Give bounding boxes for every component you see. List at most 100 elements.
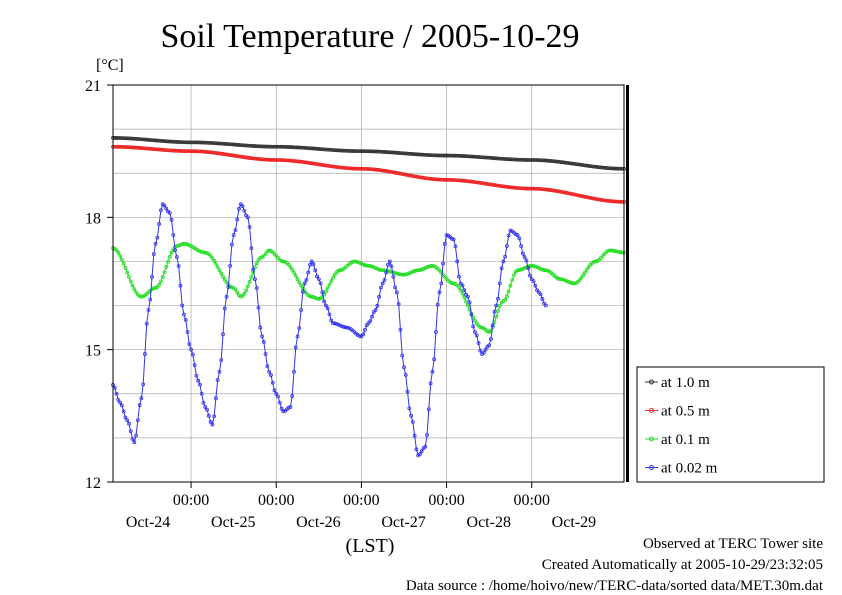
- data-point: [327, 282, 332, 287]
- data-point: [432, 177, 437, 182]
- data-point: [504, 184, 509, 189]
- data-point: [309, 294, 314, 299]
- data-point: [260, 144, 264, 149]
- data-point: [146, 137, 151, 142]
- data-point: [455, 153, 460, 158]
- data-point: [318, 147, 323, 151]
- data-point: [221, 274, 225, 279]
- data-point: [198, 149, 202, 154]
- series-at-0-5-m: [111, 144, 626, 204]
- data-point: [215, 151, 220, 156]
- data-point: [538, 292, 543, 297]
- data-point: [430, 177, 435, 181]
- data-point: [418, 268, 422, 272]
- data-point: [533, 158, 538, 162]
- data-point: [206, 413, 211, 418]
- data-point: [520, 157, 525, 162]
- data-point: [320, 294, 325, 299]
- data-point: [286, 405, 291, 410]
- data-point: [435, 302, 440, 307]
- data-point: [231, 142, 236, 147]
- data-point: [185, 140, 190, 145]
- data-point: [238, 143, 243, 147]
- data-point: [143, 137, 147, 142]
- data-point: [253, 144, 257, 148]
- data-point: [363, 149, 367, 154]
- y-tick-label: 18: [85, 210, 101, 227]
- data-point: [121, 145, 126, 149]
- data-point: [238, 154, 243, 159]
- data-point: [606, 166, 610, 171]
- data-point: [261, 157, 266, 162]
- data-point: [529, 158, 534, 162]
- data-point: [157, 147, 162, 152]
- data-point: [123, 145, 128, 149]
- data-point: [394, 290, 399, 295]
- data-point: [423, 266, 428, 270]
- data-point: [599, 165, 603, 170]
- data-point: [336, 148, 341, 153]
- data-point: [315, 146, 319, 151]
- data-point: [567, 161, 571, 166]
- data-point: [361, 332, 366, 337]
- data-point: [465, 303, 470, 308]
- legend-swatch-marker: [649, 465, 654, 470]
- data-point: [499, 266, 504, 271]
- data-point: [583, 270, 587, 275]
- data-point: [446, 177, 451, 182]
- data-point: [460, 283, 465, 288]
- data-point: [118, 253, 122, 258]
- data-point: [418, 152, 422, 157]
- data-point: [308, 146, 312, 151]
- data-point: [127, 145, 131, 150]
- data-point: [453, 153, 458, 158]
- data-point: [471, 324, 476, 329]
- data-point: [185, 330, 190, 334]
- data-point: [127, 275, 131, 279]
- data-point: [245, 155, 250, 160]
- data-point: [245, 284, 250, 289]
- data-point: [451, 178, 456, 182]
- data-point: [135, 137, 140, 141]
- data-point: [522, 158, 527, 162]
- data-point: [119, 257, 124, 262]
- data-point: [426, 176, 431, 181]
- data-point: [561, 160, 566, 165]
- data-point: [606, 248, 610, 253]
- data-point: [249, 274, 254, 279]
- data-point: [508, 157, 513, 162]
- data-point: [568, 280, 573, 285]
- data-point: [183, 140, 188, 145]
- data-point: [244, 288, 248, 293]
- data-point: [173, 148, 178, 153]
- data-point: [538, 158, 543, 163]
- data-point: [504, 157, 509, 161]
- data-point: [613, 166, 618, 171]
- data-point: [570, 161, 575, 166]
- data-point: [190, 352, 195, 357]
- data-point: [412, 152, 417, 157]
- legend: at 1.0 m at 0.5 m at 0.1 m at 0.02 m: [636, 366, 825, 483]
- data-point: [159, 147, 163, 152]
- data-point: [412, 174, 417, 179]
- data-point: [522, 186, 527, 191]
- data-point: [229, 153, 234, 158]
- x-tick-date-label: Oct-24: [126, 514, 170, 531]
- data-point: [176, 140, 181, 144]
- data-point: [396, 171, 401, 176]
- data-point: [293, 273, 298, 278]
- data-point: [457, 274, 461, 279]
- data-point: [139, 137, 144, 142]
- data-point: [425, 176, 429, 181]
- data-point: [359, 166, 364, 171]
- data-point: [116, 144, 121, 149]
- data-point: [402, 151, 406, 156]
- data-point: [284, 158, 289, 163]
- data-point: [407, 271, 412, 276]
- data-point: [451, 281, 456, 286]
- data-point: [398, 272, 403, 277]
- footer-source: Data source : /home/hoivo/new/TERC-data/…: [405, 578, 823, 594]
- data-point: [272, 144, 277, 149]
- data-point: [615, 249, 619, 254]
- data-point: [387, 169, 392, 174]
